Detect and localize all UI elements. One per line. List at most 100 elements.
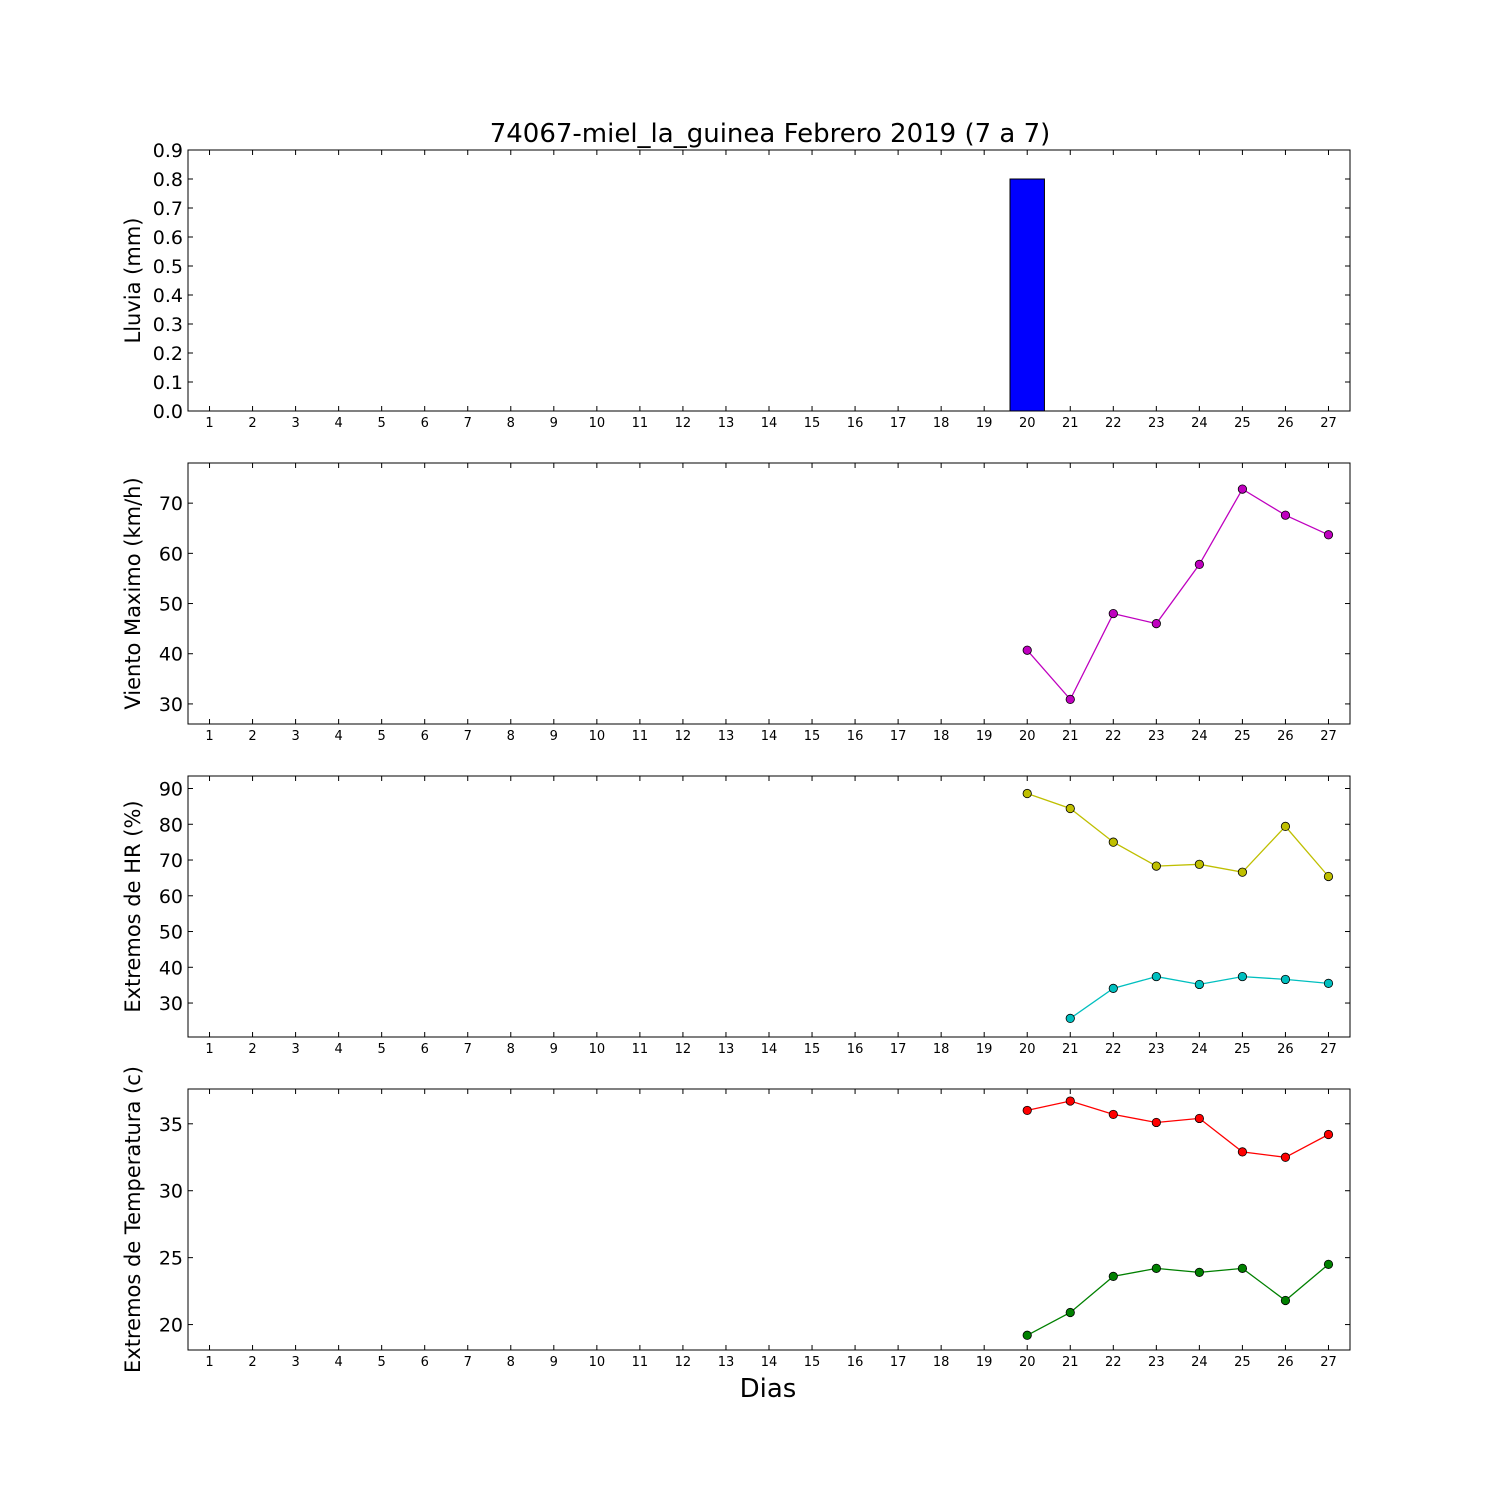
y-tick-label: 0.2 bbox=[153, 343, 183, 365]
x-tick-label: 19 bbox=[976, 416, 993, 431]
y-tick-label: 0.0 bbox=[153, 401, 183, 423]
data-point bbox=[1065, 1096, 1075, 1106]
x-tick-label: 16 bbox=[847, 1042, 864, 1057]
x-tick-label: 17 bbox=[890, 1355, 907, 1370]
x-tick-label: 21 bbox=[1062, 1042, 1079, 1057]
x-tick-label: 26 bbox=[1277, 1355, 1294, 1370]
x-tick-label: 14 bbox=[761, 1355, 778, 1370]
data-point bbox=[1151, 619, 1161, 629]
x-tick-label: 19 bbox=[976, 1042, 993, 1057]
x-tick-label: 1 bbox=[205, 729, 213, 744]
x-tick-label: 17 bbox=[890, 1042, 907, 1057]
x-tick-label: 8 bbox=[507, 1355, 515, 1370]
data-point bbox=[1280, 821, 1291, 832]
data-point bbox=[1151, 861, 1161, 871]
x-tick-label: 25 bbox=[1234, 729, 1251, 744]
x-tick-label: 2 bbox=[248, 729, 256, 744]
data-point bbox=[1022, 1105, 1032, 1116]
x-tick-label: 1 bbox=[205, 1042, 213, 1057]
y-tick-label: 90 bbox=[159, 779, 183, 801]
y-tick-label: 0.4 bbox=[153, 285, 183, 307]
x-tick-label: 8 bbox=[507, 1042, 515, 1057]
x-tick-label: 23 bbox=[1148, 1042, 1165, 1057]
x-tick-label: 20 bbox=[1019, 1042, 1036, 1057]
x-tick-label: 26 bbox=[1277, 416, 1294, 431]
y-axis-label: Viento Maximo (km/h) bbox=[121, 477, 145, 709]
x-tick-label: 14 bbox=[761, 729, 778, 744]
data-point bbox=[1323, 1129, 1334, 1140]
x-tick-label: 17 bbox=[890, 416, 907, 431]
x-tick-label: 15 bbox=[804, 1042, 821, 1057]
y-tick-label: 50 bbox=[159, 922, 183, 944]
data-point bbox=[1065, 1013, 1075, 1024]
y-tick-label: 80 bbox=[159, 814, 183, 836]
data-point bbox=[1323, 871, 1334, 882]
y-tick-label: 70 bbox=[159, 493, 183, 515]
x-tick-label: 7 bbox=[464, 729, 472, 744]
plot-frame bbox=[187, 149, 1351, 412]
x-tick-label: 12 bbox=[675, 1355, 692, 1370]
data-point bbox=[1194, 1113, 1204, 1124]
data-point bbox=[1065, 1307, 1075, 1318]
x-tick-label: 20 bbox=[1019, 416, 1036, 431]
data-point bbox=[1323, 530, 1334, 540]
y-axis-label: Extremos de HR (%) bbox=[121, 800, 145, 1012]
data-point bbox=[1065, 694, 1075, 705]
y-tick-label: 30 bbox=[159, 694, 183, 716]
data-point bbox=[1151, 1263, 1161, 1273]
x-tick-label: 3 bbox=[291, 729, 299, 744]
x-tick-label: 15 bbox=[804, 416, 821, 431]
data-point bbox=[1280, 1295, 1291, 1306]
data-point bbox=[1022, 788, 1032, 799]
x-axis-label: Dias bbox=[740, 1374, 797, 1404]
x-tick-label: 23 bbox=[1148, 729, 1165, 744]
x-tick-label: 14 bbox=[761, 1042, 778, 1057]
data-point bbox=[1151, 1117, 1161, 1128]
x-tick-label: 5 bbox=[378, 1042, 386, 1057]
y-tick-label: 25 bbox=[159, 1248, 183, 1270]
plot-frame bbox=[187, 1088, 1351, 1351]
y-tick-label: 0.3 bbox=[153, 314, 183, 336]
x-tick-label: 4 bbox=[334, 416, 342, 431]
x-tick-label: 12 bbox=[675, 1042, 692, 1057]
x-tick-label: 22 bbox=[1105, 1355, 1122, 1370]
x-tick-label: 23 bbox=[1148, 1355, 1165, 1370]
x-tick-label: 15 bbox=[804, 1355, 821, 1370]
x-tick-label: 9 bbox=[550, 1042, 558, 1057]
y-tick-label: 50 bbox=[159, 594, 183, 616]
y-tick-label: 40 bbox=[159, 644, 183, 666]
x-tick-label: 27 bbox=[1320, 729, 1337, 744]
x-tick-label: 3 bbox=[291, 416, 299, 431]
x-tick-label: 6 bbox=[421, 1355, 429, 1370]
x-tick-label: 7 bbox=[464, 1355, 472, 1370]
x-tick-label: 8 bbox=[507, 416, 515, 431]
x-tick-label: 10 bbox=[589, 729, 606, 744]
x-tick-label: 18 bbox=[933, 729, 950, 744]
panel-1: 0.00.10.20.30.40.50.60.70.80.91 2 3 4 5 6 7 8 9 1… bbox=[121, 140, 1351, 431]
y-tick-label: 35 bbox=[159, 1114, 183, 1136]
x-tick-label: 14 bbox=[761, 416, 778, 431]
data-point bbox=[1151, 971, 1161, 982]
x-tick-label: 2 bbox=[248, 416, 256, 431]
data-point bbox=[1065, 803, 1075, 814]
y-axis-label: Extremos de Temperatura (c) bbox=[121, 1066, 145, 1373]
chart-title: 74067-miel_la_guinea Febrero 2019 (7 a 7… bbox=[490, 119, 1051, 149]
x-tick-label: 18 bbox=[933, 1042, 950, 1057]
panels-group: 0.00.10.20.30.40.50.60.70.80.91 2 3 4 5 6 7 8 9 1… bbox=[121, 140, 1351, 1373]
x-tick-label: 25 bbox=[1234, 1355, 1251, 1370]
data-point bbox=[1280, 1152, 1291, 1162]
x-tick-label: 4 bbox=[334, 1355, 342, 1370]
y-tick-label: 30 bbox=[159, 993, 183, 1015]
x-tick-label: 5 bbox=[378, 729, 386, 744]
data-point bbox=[1194, 559, 1204, 569]
plot-frame bbox=[187, 462, 1351, 725]
data-point bbox=[1237, 867, 1248, 877]
data-point bbox=[1194, 1267, 1204, 1277]
x-tick-label: 10 bbox=[589, 416, 606, 431]
y-tick-label: 60 bbox=[159, 886, 183, 908]
y-axis-label: Lluvia (mm) bbox=[121, 218, 145, 344]
data-point bbox=[1237, 1147, 1248, 1157]
x-tick-label: 22 bbox=[1105, 1042, 1122, 1057]
x-tick-label: 12 bbox=[675, 416, 692, 431]
